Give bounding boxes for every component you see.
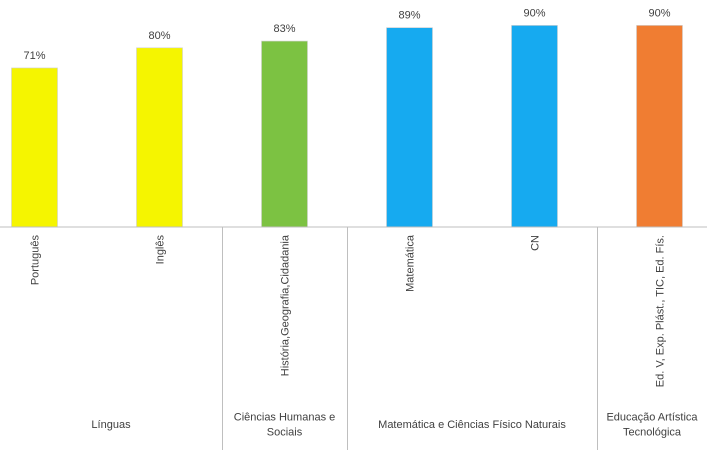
group-label: Ciências Humanas e [234, 412, 336, 424]
data-label: 83% [273, 23, 295, 35]
data-label: 90% [648, 7, 670, 19]
bar [11, 67, 58, 228]
group-label: Línguas [91, 419, 131, 431]
data-label: 71% [23, 50, 45, 62]
tick-label: História,Geografia,Cidadania [280, 234, 292, 376]
bar [261, 40, 308, 228]
tick-label: Ed. V, Exp. Plást., TIC, Ed. Fís. [655, 235, 667, 387]
group-label: Matemática e Ciências Físico Naturais [378, 419, 566, 431]
bar [636, 25, 683, 228]
data-label: 89% [398, 10, 420, 22]
bar [136, 47, 183, 228]
tick-label: Inglês [155, 235, 167, 265]
group-label: Educação Artística [606, 412, 698, 424]
bar [386, 27, 433, 228]
tick-label: Matemática [405, 234, 417, 292]
group-label: Tecnológica [623, 427, 682, 439]
tick-label: Português [30, 235, 42, 286]
bar [511, 25, 558, 228]
tick-label: CN [530, 235, 542, 251]
data-label: 80% [148, 30, 170, 42]
group-label: Sociais [267, 427, 303, 439]
data-label: 90% [523, 7, 545, 19]
